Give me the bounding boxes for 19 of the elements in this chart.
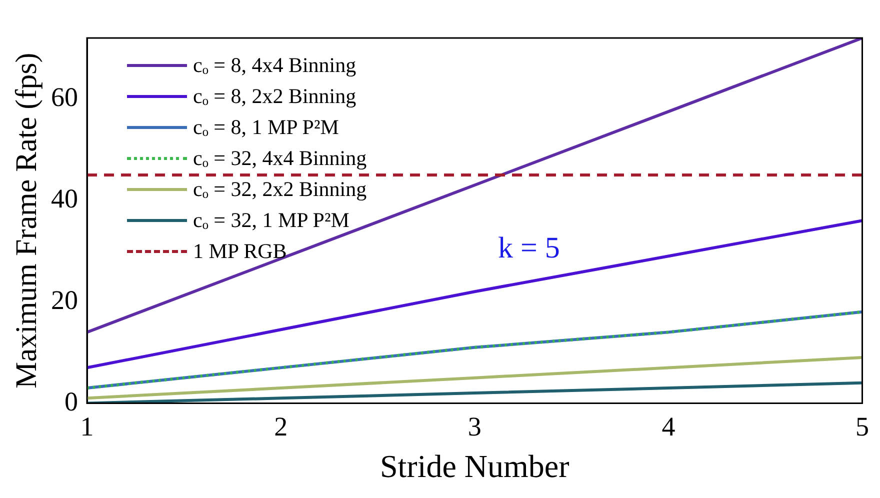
- legend-label: cₒ = 8, 1 MP P²M: [193, 114, 339, 141]
- legend-label: cₒ = 32, 1 MP P²M: [193, 207, 350, 234]
- legend-label: cₒ = 8, 4x4 Binning: [193, 52, 356, 79]
- y-tick-label: 20: [51, 284, 78, 315]
- legend-label: cₒ = 32, 4x4 Binning: [193, 145, 367, 172]
- annotation: k = 5: [498, 232, 560, 265]
- x-tick-label: 1: [80, 411, 94, 442]
- y-tick-label: 60: [51, 82, 78, 112]
- x-axis-title: Stride Number: [380, 448, 570, 484]
- y-tick-label: 40: [51, 183, 78, 214]
- legend-label: 1 MP RGB: [193, 238, 287, 265]
- legend-label: cₒ = 32, 2x2 Binning: [193, 176, 367, 203]
- legend-label: cₒ = 8, 2x2 Binning: [193, 83, 356, 110]
- x-tick-label: 4: [662, 411, 676, 442]
- x-tick-label: 5: [856, 411, 869, 442]
- y-tick-label: 0: [64, 386, 78, 416]
- x-tick-label: 3: [468, 411, 482, 442]
- x-tick-label: 2: [274, 411, 288, 442]
- y-axis-title: Maximum Frame Rate (fps): [10, 52, 43, 388]
